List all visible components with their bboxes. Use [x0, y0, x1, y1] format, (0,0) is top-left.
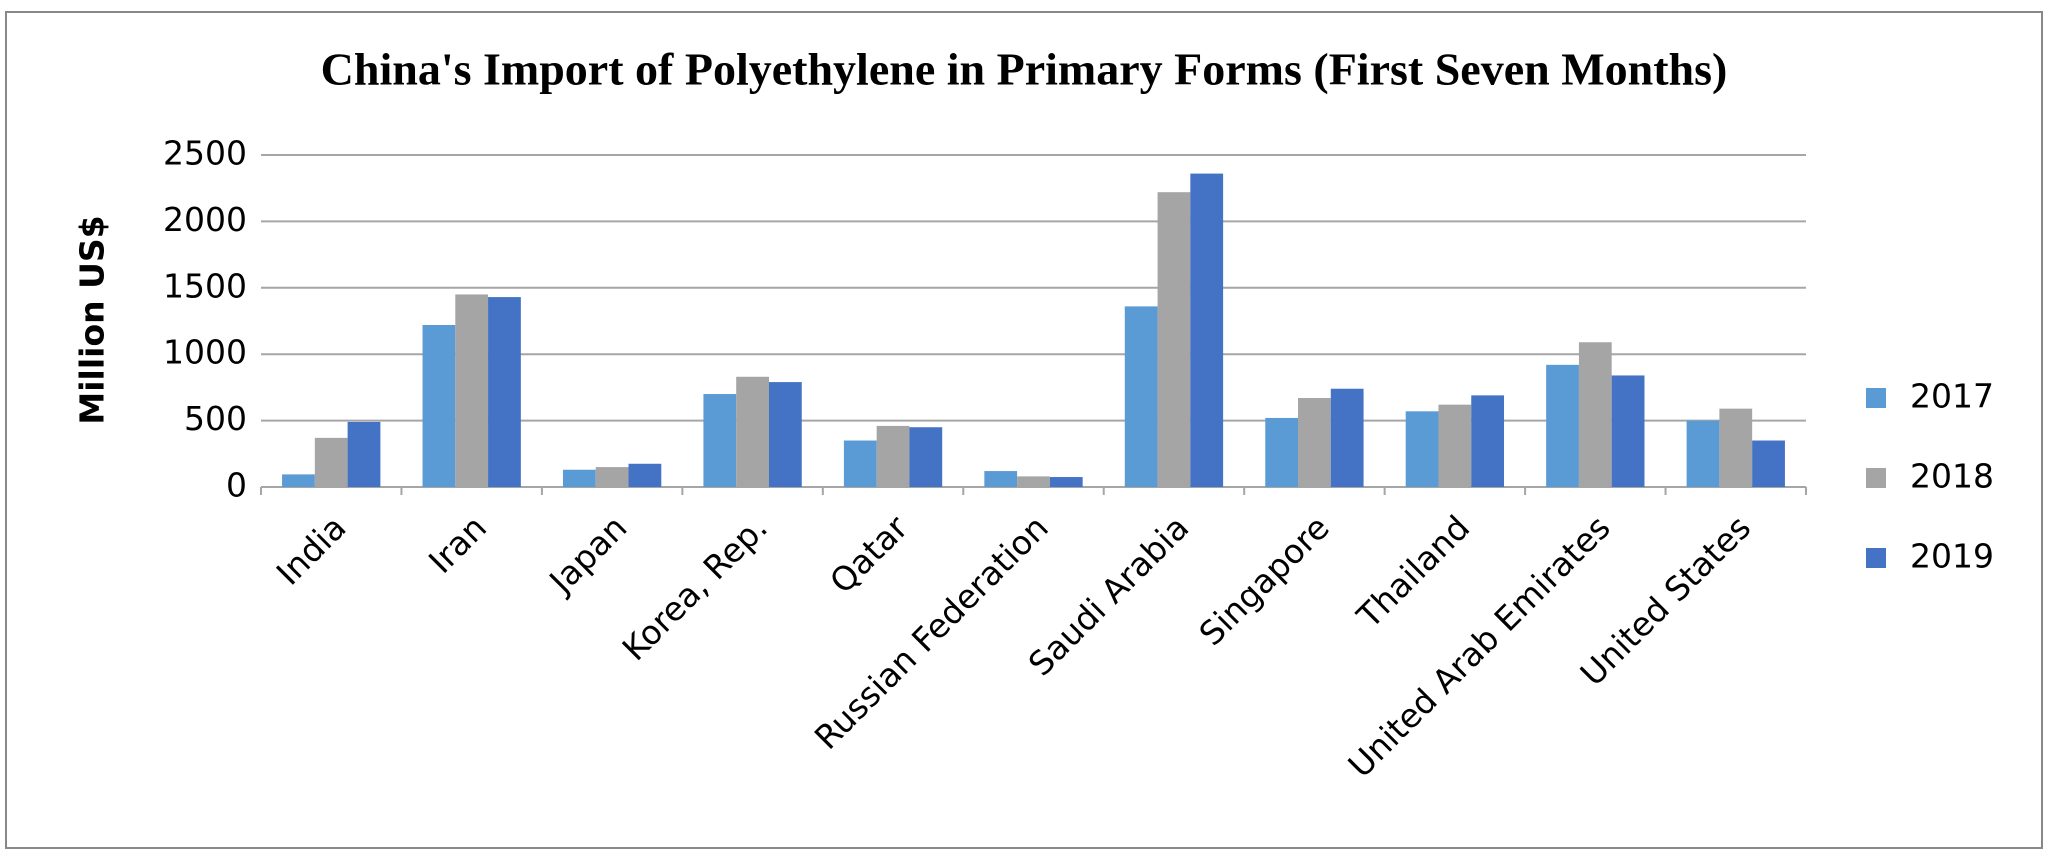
- bar: [984, 471, 1018, 487]
- bar: [1265, 417, 1299, 487]
- bar: [1546, 364, 1579, 487]
- bar: [1190, 173, 1224, 488]
- bar: [1298, 398, 1331, 487]
- bar: [488, 297, 521, 487]
- bar: [1611, 375, 1645, 487]
- bar: [1719, 408, 1753, 487]
- bar: [1124, 306, 1158, 487]
- bar: [1438, 404, 1472, 487]
- bar: [1752, 440, 1785, 487]
- y-tick-label: 0: [226, 466, 247, 505]
- bar: [1405, 411, 1439, 487]
- bar: [843, 440, 877, 487]
- bar: [703, 394, 737, 487]
- y-tick-label: 2500: [163, 134, 247, 173]
- bar: [595, 467, 629, 487]
- y-tick-label: 500: [184, 399, 247, 438]
- legend-swatch: [1866, 548, 1886, 568]
- legend-swatch: [1866, 388, 1886, 408]
- bar: [282, 474, 315, 487]
- y-tick-label: 1500: [163, 266, 247, 305]
- bar: [314, 437, 348, 487]
- bar: [347, 421, 381, 487]
- y-tick-label: 2000: [163, 200, 247, 239]
- bar: [1157, 192, 1191, 487]
- bar: [876, 425, 910, 487]
- legend-swatch: [1866, 468, 1886, 488]
- bar: [1049, 477, 1083, 487]
- legend-label: 2018: [1910, 457, 1994, 496]
- bar: [455, 294, 489, 487]
- chart-title: China's Import of Polyethylene in Primar…: [321, 44, 1728, 95]
- bar: [768, 382, 802, 487]
- bar: [628, 463, 662, 487]
- bar: [909, 427, 943, 487]
- bar: [1471, 395, 1505, 487]
- bar: [736, 376, 769, 487]
- bar: [1686, 420, 1720, 487]
- legend-label: 2017: [1910, 377, 1994, 416]
- bar: [1330, 388, 1364, 487]
- legend-label: 2019: [1910, 537, 1994, 576]
- bar: [562, 469, 596, 487]
- y-tick-label: 1000: [163, 333, 247, 372]
- y-axis-label: Million US$: [73, 215, 112, 424]
- bar: [1578, 342, 1612, 487]
- bar: [1017, 476, 1050, 487]
- bar: [422, 324, 456, 487]
